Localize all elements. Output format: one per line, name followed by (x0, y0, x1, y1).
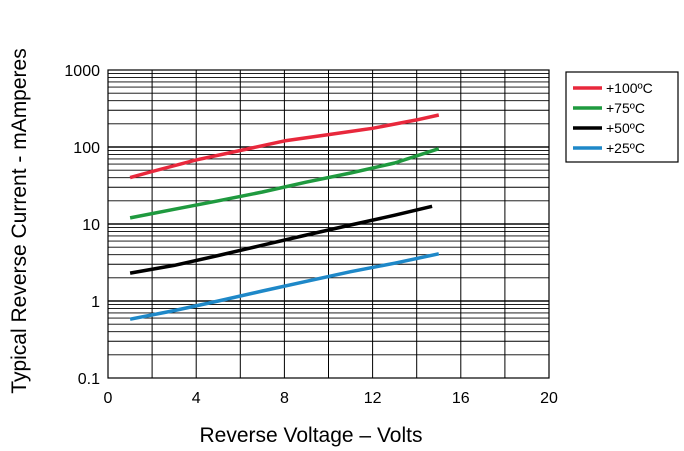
y-axis-title: Typical Reverse Current - mAmperes (8, 48, 31, 393)
y-tick-label: 1000 (64, 63, 100, 80)
y-tick-label: 1 (91, 294, 100, 311)
legend: +100ºC +75ºC +50ºC +25ºC (565, 71, 679, 163)
series-line-1 (129, 147, 440, 220)
chart-series-group (129, 113, 440, 321)
x-axis-title: Reverse Voltage – Volts (200, 424, 423, 447)
y-tick-label: 10 (82, 217, 100, 234)
chart-grid (108, 70, 549, 378)
x-tick-label: 12 (364, 390, 382, 407)
series-line-0 (129, 113, 440, 180)
x-tick-label: 8 (280, 390, 289, 407)
plot-frame (107, 69, 550, 379)
y-tick-label: 0.1 (78, 371, 100, 388)
x-tick-label: 4 (192, 390, 201, 407)
series-line-3 (129, 252, 440, 321)
series-line-2 (129, 204, 433, 275)
y-tick-label: 100 (73, 140, 100, 157)
legend-label: +75ºC (606, 100, 645, 116)
legend-label: +50ºC (606, 120, 645, 136)
legend-label: +100ºC (606, 80, 653, 96)
legend-label: +25ºC (606, 140, 645, 156)
x-tick-label: 20 (540, 390, 558, 407)
x-tick-label: 16 (452, 390, 470, 407)
tick-labels: 0 4 8 12 16 20 0.1 1 10 100 1000 (64, 63, 558, 407)
x-tick-label: 0 (104, 390, 113, 407)
